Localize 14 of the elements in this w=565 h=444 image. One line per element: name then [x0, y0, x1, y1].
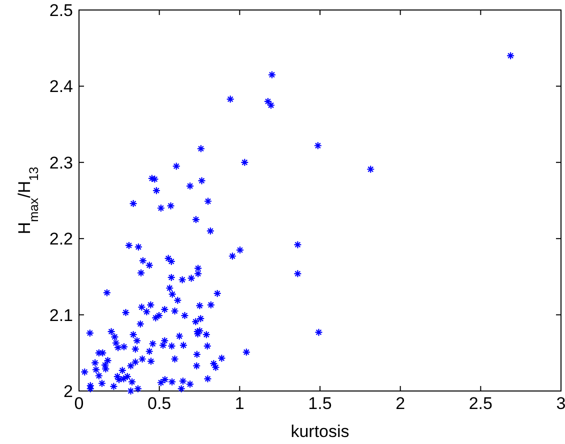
y-tick-label: 2.5 [49, 1, 73, 20]
x-tick-label: 3 [556, 394, 565, 413]
y-tick-label: 2.4 [49, 77, 73, 96]
x-tick-label: 0 [74, 394, 84, 413]
x-tick-label: 0.5 [148, 394, 172, 413]
y-tick-label: 2.2 [49, 230, 73, 249]
x-tick-label: 2 [396, 394, 406, 413]
x-tick-label: 1.5 [308, 394, 332, 413]
y-tick-label: 2.3 [49, 153, 73, 172]
y-tick-label: 2 [64, 382, 73, 401]
x-axis-title: kurtosis [290, 422, 350, 441]
y-tick-label: 2.1 [49, 306, 73, 325]
x-tick-label: 2.5 [468, 394, 492, 413]
x-tick-label: 1 [234, 394, 244, 413]
